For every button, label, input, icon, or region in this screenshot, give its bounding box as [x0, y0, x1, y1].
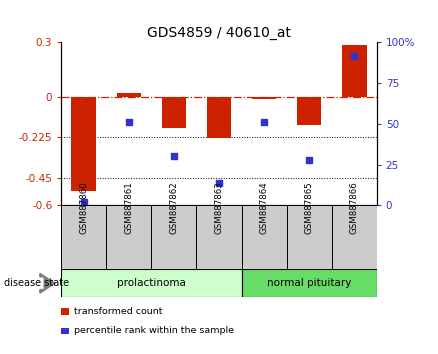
FancyArrow shape — [40, 273, 55, 293]
Bar — [297, 97, 321, 125]
Bar — [71, 97, 96, 191]
Bar — [241, 205, 286, 269]
Text: GSM887862: GSM887862 — [170, 181, 178, 234]
Point — [80, 199, 87, 205]
Point — [125, 119, 132, 125]
Bar — [207, 97, 231, 138]
Text: transformed count: transformed count — [74, 307, 162, 316]
Bar — [286, 205, 332, 269]
Point — [306, 157, 313, 162]
Bar — [162, 97, 186, 129]
Text: GSM887863: GSM887863 — [215, 181, 223, 234]
Point — [261, 119, 268, 125]
Text: GSM887861: GSM887861 — [124, 181, 134, 234]
Bar — [332, 205, 377, 269]
Bar — [241, 269, 377, 297]
Text: disease state: disease state — [4, 278, 70, 288]
Bar — [152, 205, 197, 269]
Text: GSM887864: GSM887864 — [260, 181, 268, 234]
Bar — [197, 205, 241, 269]
Text: GSM887860: GSM887860 — [79, 181, 88, 234]
Text: normal pituitary: normal pituitary — [267, 278, 351, 288]
Text: prolactinoma: prolactinoma — [117, 278, 186, 288]
Text: percentile rank within the sample: percentile rank within the sample — [74, 326, 233, 336]
Point — [170, 154, 177, 159]
Bar — [342, 45, 367, 97]
Bar — [61, 269, 241, 297]
Text: GSM887865: GSM887865 — [304, 181, 314, 234]
Point — [351, 53, 358, 58]
Bar — [117, 93, 141, 97]
Bar — [61, 205, 106, 269]
Point — [215, 180, 223, 185]
Title: GDS4859 / 40610_at: GDS4859 / 40610_at — [147, 26, 291, 40]
Bar — [252, 97, 276, 99]
Text: GSM887866: GSM887866 — [350, 181, 359, 234]
Bar — [106, 205, 152, 269]
